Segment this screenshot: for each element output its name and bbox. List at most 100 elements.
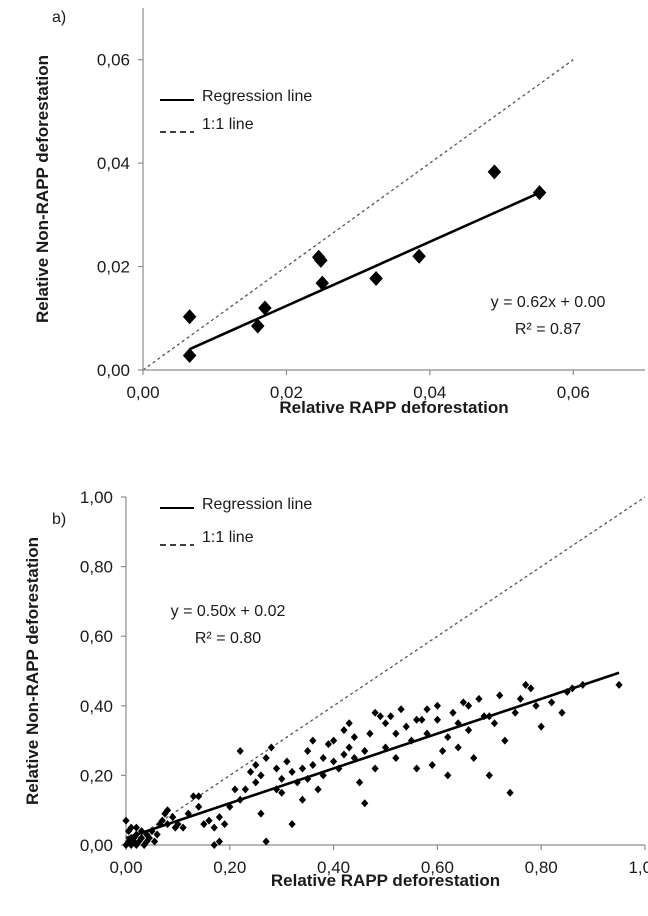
y-tick-label: 1,00 [80, 488, 113, 507]
data-point [371, 708, 379, 717]
legend-regression-label: Regression line [202, 496, 312, 513]
data-point [309, 760, 317, 769]
legend-regression-label: Regression line [202, 88, 312, 105]
data-point [257, 771, 265, 780]
data-point [324, 740, 333, 749]
data-point [315, 275, 330, 291]
data-point [490, 719, 499, 728]
panel-label: b) [52, 511, 66, 528]
x-tick-label: 0,00 [126, 383, 159, 402]
data-point [547, 698, 556, 707]
data-point [195, 792, 203, 801]
data-point [179, 823, 187, 832]
data-point [459, 698, 467, 707]
data-point [189, 792, 198, 801]
data-point [319, 771, 327, 780]
x-axis-label: Relative RAPP deforestation [271, 871, 500, 890]
data-point [511, 708, 519, 717]
data-point [496, 691, 504, 700]
data-point [267, 743, 275, 752]
data-point [418, 715, 426, 724]
data-point [283, 757, 291, 766]
data-point [532, 185, 547, 201]
x-tick-label: 0,60 [421, 858, 454, 877]
data-point [288, 767, 296, 776]
data-point [355, 778, 364, 787]
regression-equation: y = 0.62x + 0.00 [491, 294, 606, 311]
data-point [369, 270, 383, 286]
data-point [153, 830, 161, 839]
y-tick-label: 0,06 [97, 51, 130, 70]
y-tick-label: 0,04 [97, 154, 130, 173]
data-point [579, 680, 587, 689]
data-point [298, 795, 307, 804]
y-axis-label: Relative Non-RAPP deforestation [23, 537, 42, 805]
data-point [376, 712, 384, 721]
data-point [145, 834, 153, 843]
data-point [392, 754, 400, 762]
data-point [361, 799, 369, 808]
x-tick-label: 0,04 [413, 383, 446, 402]
data-point [381, 719, 390, 728]
data-point [402, 722, 410, 731]
data-point [345, 719, 353, 728]
data-point [516, 694, 525, 703]
data-point [221, 820, 229, 829]
y-tick-label: 0,00 [80, 836, 113, 855]
data-point [304, 774, 312, 783]
data-point [464, 726, 473, 735]
data-point [161, 809, 169, 818]
data-point [475, 694, 483, 703]
data-point [537, 722, 545, 731]
data-point [122, 816, 130, 825]
data-point [438, 747, 447, 756]
data-point [485, 712, 493, 721]
x-tick-label: 0,02 [270, 383, 303, 402]
chart-panel-b: b) 0,00 0,20 0,40 0,60 0,80 1,00 0,00 0,20 0,40 0,… [23, 488, 648, 890]
data-point [215, 813, 224, 822]
data-point [288, 820, 296, 829]
data-point [444, 771, 452, 780]
data-point [293, 778, 301, 787]
data-point [184, 809, 192, 818]
x-tick-label: 0,80 [525, 858, 558, 877]
data-point [449, 708, 457, 717]
data-point [454, 719, 462, 728]
legend-identity-label: 1:1 line [202, 116, 254, 133]
data-point [132, 823, 140, 832]
data-point [163, 820, 172, 829]
data-point [262, 754, 270, 762]
data-point [314, 785, 322, 794]
data-point [314, 252, 328, 268]
y-tick-label: 0,20 [80, 766, 113, 785]
data-point [130, 834, 138, 843]
data-point [340, 750, 348, 759]
regression-line [189, 192, 538, 351]
data-point [158, 816, 166, 825]
x-tick-label: 0,20 [213, 858, 246, 877]
data-point [350, 733, 358, 742]
data-point [241, 785, 249, 794]
data-point [236, 747, 244, 756]
y-axis-label: Relative Non-RAPP deforestation [33, 55, 52, 323]
data-point [298, 764, 307, 773]
data-point [137, 827, 146, 836]
data-point [252, 778, 260, 787]
x-tick-label: 1,00 [628, 858, 648, 877]
x-tick-label: 0,06 [557, 383, 590, 402]
data-point [236, 795, 244, 804]
data-point [433, 701, 441, 710]
panel-label: a) [52, 9, 66, 26]
data-point [387, 712, 395, 721]
data-point [272, 785, 281, 794]
data-point [246, 767, 255, 776]
data-point [250, 318, 265, 334]
data-point [423, 729, 431, 738]
data-point [464, 701, 473, 710]
y-tick-label: 0,60 [80, 627, 113, 646]
data-point [366, 729, 374, 738]
data-point [278, 788, 286, 797]
data-point [340, 726, 348, 735]
data-point [485, 771, 493, 780]
